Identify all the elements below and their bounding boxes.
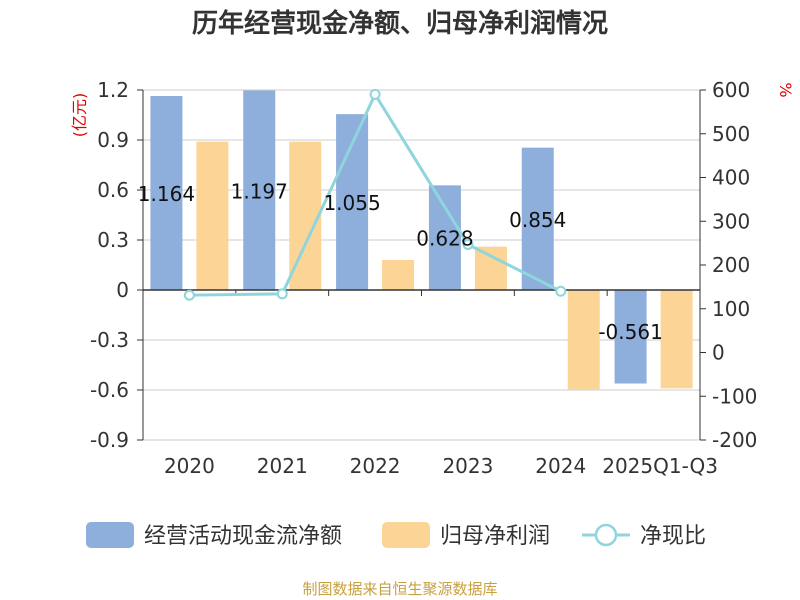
bar-value-label: 1.055 bbox=[323, 191, 380, 215]
left-tick-label: 0 bbox=[116, 278, 129, 302]
right-tick-label: 300 bbox=[712, 209, 750, 233]
ratio-point bbox=[555, 285, 567, 297]
bar-cashflow bbox=[614, 290, 647, 384]
left-tick-label: 0.6 bbox=[97, 178, 129, 202]
bar-netprofit bbox=[382, 260, 415, 290]
ratio-point bbox=[276, 288, 288, 300]
right-tick-label: 500 bbox=[712, 122, 750, 146]
right-tick-label: 400 bbox=[712, 166, 750, 190]
left-tick-label: 0.3 bbox=[97, 228, 129, 252]
x-tick-label: 2021 bbox=[257, 454, 308, 478]
left-tick-label: -0.6 bbox=[90, 378, 129, 402]
left-tick-label: -0.9 bbox=[90, 428, 129, 452]
legend-swatch-marker bbox=[594, 523, 618, 547]
bar-value-label: 0.628 bbox=[416, 227, 473, 251]
bar-value-label: -0.561 bbox=[598, 320, 662, 344]
right-tick-label: 100 bbox=[712, 297, 750, 321]
legend: 经营活动现金流净额 归母净利润 净现比 bbox=[86, 522, 706, 549]
left-tick-label: 0.9 bbox=[97, 128, 129, 152]
x-tick-label: 2024 bbox=[535, 454, 586, 478]
ratio-point bbox=[462, 238, 474, 250]
legend-swatch bbox=[382, 522, 430, 548]
right-tick-label: 0 bbox=[712, 341, 725, 365]
right-tick-label: -100 bbox=[712, 384, 757, 408]
bar-value-label: 1.197 bbox=[231, 179, 288, 203]
legend-label: 净现比 bbox=[640, 524, 706, 549]
source-note: 制图数据来自恒生聚源数据库 bbox=[302, 580, 497, 598]
right-axis-ticks: 600 500 400 300 200 100 0 -100 -200 bbox=[700, 78, 757, 452]
x-tick-label: 2022 bbox=[350, 454, 401, 478]
right-axis-unit: % bbox=[776, 82, 795, 97]
x-tick-label: 2023 bbox=[442, 454, 493, 478]
bar-netprofit bbox=[474, 246, 507, 290]
bar-cashflow bbox=[521, 147, 554, 290]
left-tick-label: -0.3 bbox=[90, 328, 129, 352]
legend-swatch bbox=[86, 522, 134, 548]
right-tick-label: 200 bbox=[712, 253, 750, 277]
legend-item-netprofit[interactable]: 归母净利润 bbox=[382, 522, 550, 549]
legend-label: 经营活动现金流净额 bbox=[144, 524, 342, 549]
bar-cashflow bbox=[243, 90, 276, 290]
bar-netprofit bbox=[567, 290, 600, 390]
data-labels: 1.164 1.197 1.055 0.628 0.854 -0.561 bbox=[138, 179, 663, 344]
x-tick-label: 2020 bbox=[164, 454, 215, 478]
legend-label: 归母净利润 bbox=[440, 524, 550, 549]
bar-netprofit bbox=[660, 290, 693, 389]
bars bbox=[150, 90, 693, 390]
ratio-point bbox=[183, 289, 195, 301]
x-axis-ticks: 2020 2021 2022 2023 2024 2025Q1-Q3 bbox=[142, 290, 718, 478]
legend-item-ratio[interactable]: 净现比 bbox=[582, 523, 706, 549]
left-axis-unit: (亿元) bbox=[70, 93, 89, 138]
ratio-point bbox=[369, 88, 381, 100]
bar-value-label: 1.164 bbox=[138, 182, 195, 206]
left-axis-ticks: 1.2 0.9 0.6 0.3 0 -0.3 -0.6 -0.9 bbox=[90, 78, 143, 452]
x-tick-label: 2025Q1-Q3 bbox=[602, 454, 718, 478]
bar-netprofit bbox=[196, 141, 229, 290]
ratio-line bbox=[183, 88, 567, 301]
right-tick-label: 600 bbox=[712, 78, 750, 102]
left-tick-label: 1.2 bbox=[97, 78, 129, 102]
right-tick-label: -200 bbox=[712, 428, 757, 452]
bar-cashflow bbox=[428, 185, 461, 290]
bar-cashflow bbox=[150, 96, 183, 290]
legend-item-cashflow[interactable]: 经营活动现金流净额 bbox=[86, 522, 342, 549]
chart-title: 历年经营现金净额、归母净利润情况 bbox=[192, 8, 608, 39]
bar-value-label: 0.854 bbox=[509, 208, 566, 232]
